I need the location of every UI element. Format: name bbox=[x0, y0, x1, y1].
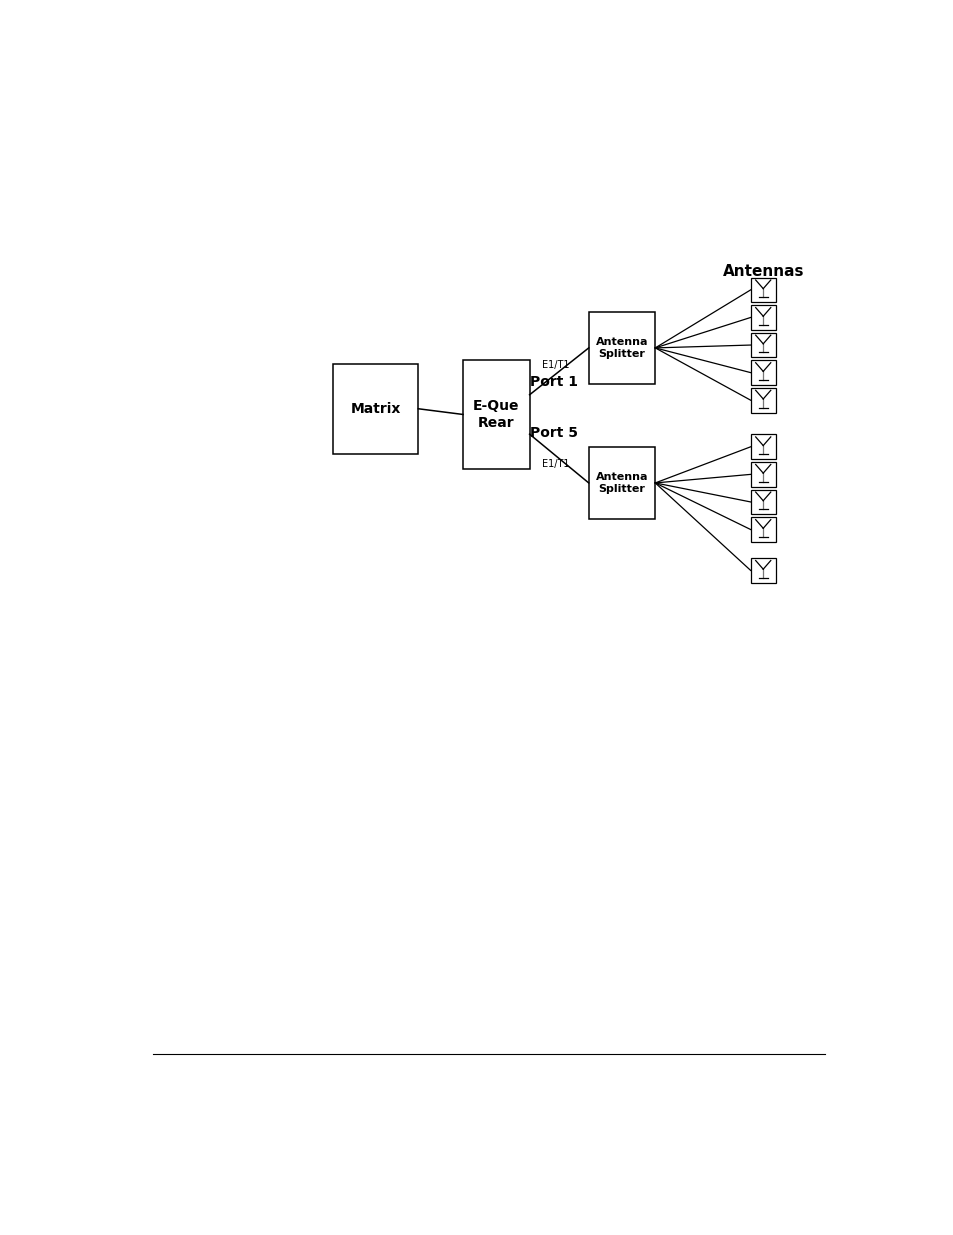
Bar bbox=[588, 447, 655, 519]
Text: E-Que
Rear: E-Que Rear bbox=[473, 399, 519, 430]
Bar bbox=[750, 435, 775, 459]
Bar bbox=[750, 305, 775, 330]
Text: Port 1: Port 1 bbox=[530, 375, 578, 389]
Bar bbox=[750, 558, 775, 583]
Text: Antenna
Splitter: Antenna Splitter bbox=[595, 337, 648, 358]
Text: E1/T1: E1/T1 bbox=[541, 361, 569, 370]
Text: Matrix: Matrix bbox=[351, 401, 400, 416]
Bar bbox=[750, 462, 775, 487]
Bar bbox=[750, 361, 775, 385]
Bar bbox=[750, 278, 775, 303]
Text: E1/T1: E1/T1 bbox=[541, 459, 569, 469]
Bar bbox=[462, 359, 529, 469]
Bar bbox=[750, 517, 775, 542]
Text: Antenna
Splitter: Antenna Splitter bbox=[595, 472, 648, 494]
Bar bbox=[588, 312, 655, 384]
Text: Antennas: Antennas bbox=[721, 264, 803, 279]
Bar bbox=[750, 489, 775, 514]
Text: Port 5: Port 5 bbox=[530, 426, 578, 441]
Bar bbox=[750, 388, 775, 412]
Bar bbox=[750, 332, 775, 357]
Bar bbox=[333, 363, 417, 454]
